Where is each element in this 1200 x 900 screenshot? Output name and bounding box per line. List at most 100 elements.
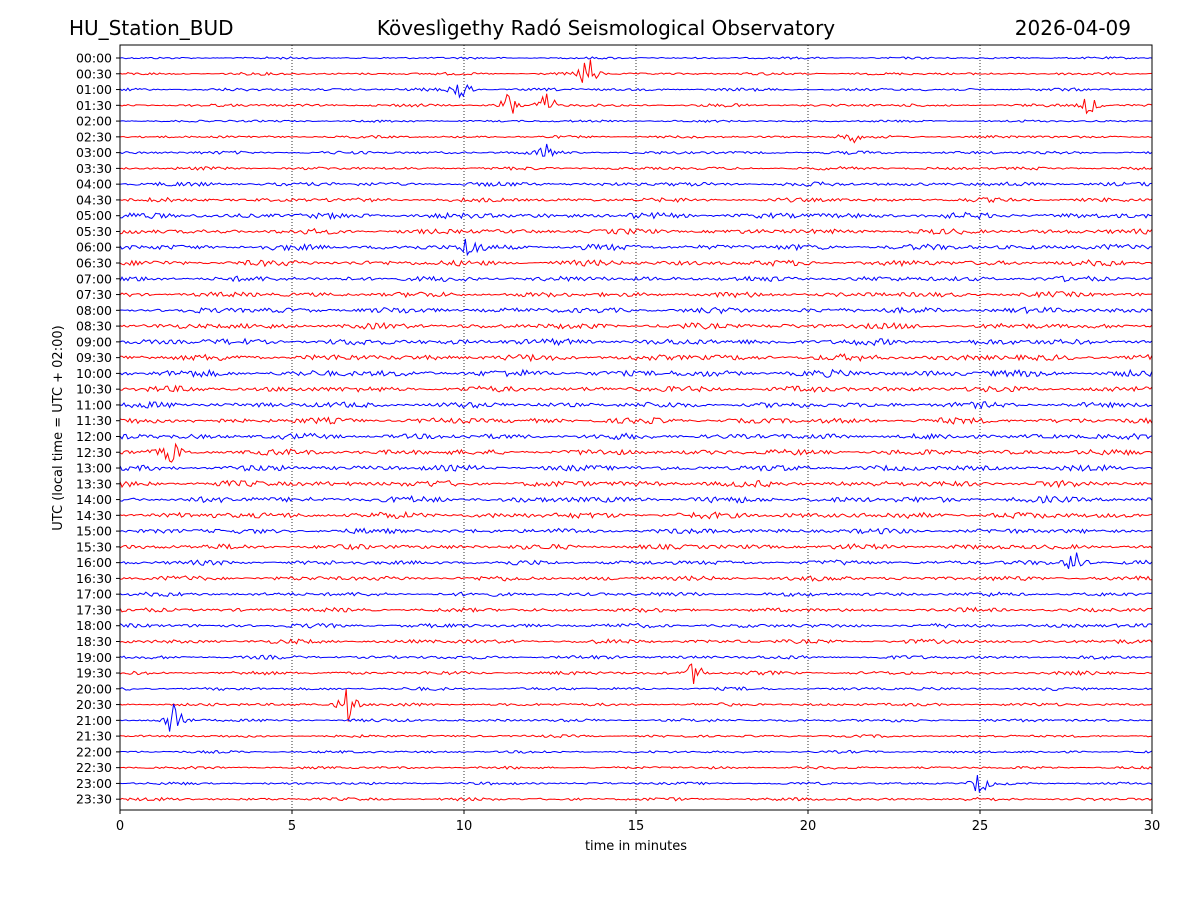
y-tick-label: 17:30 (76, 602, 112, 617)
trace-0000 (119, 56, 1153, 60)
y-tick-label: 00:00 (76, 51, 112, 66)
y-tick-label: 15:30 (76, 539, 112, 554)
y-tick-label: 20:30 (76, 697, 112, 712)
y-tick-label: 10:00 (76, 366, 112, 381)
y-tick-label: 09:00 (76, 334, 112, 349)
trace-0800 (119, 306, 1153, 315)
trace-0400 (119, 181, 1153, 188)
trace-2030 (119, 689, 1153, 722)
y-tick-label: 11:30 (76, 413, 112, 428)
x-tick-label: 15 (628, 819, 645, 834)
x-tick-label: 25 (972, 819, 989, 834)
trace-1530 (119, 543, 1153, 551)
trace-0930 (119, 353, 1153, 363)
trace-2330 (119, 796, 1153, 802)
y-tick-label: 18:00 (76, 618, 112, 633)
y-tick-label: 23:00 (76, 776, 112, 791)
trace-1500 (119, 527, 1153, 535)
trace-0530 (119, 227, 1153, 236)
y-tick-label: 07:00 (76, 271, 112, 286)
trace-1200 (119, 432, 1153, 441)
y-tick-label: 10:30 (76, 382, 112, 397)
y-tick-label: 02:00 (76, 114, 112, 129)
y-tick-label: 08:30 (76, 319, 112, 334)
y-axis: 00:0000:3001:0001:3002:0002:3003:0003:30… (76, 51, 120, 807)
trace-1930 (119, 663, 1152, 684)
y-tick-label: 05:30 (76, 224, 112, 239)
trace-0430 (119, 196, 1153, 204)
trace-2100 (119, 703, 1153, 732)
y-tick-label: 06:00 (76, 240, 112, 255)
trace-1100 (119, 400, 1153, 410)
trace-2130 (119, 734, 1153, 739)
trace-2000 (119, 686, 1153, 692)
y-tick-label: 03:00 (76, 145, 112, 160)
trace-1430 (119, 510, 1153, 520)
y-tick-label: 02:30 (76, 129, 112, 144)
grid-lines (291, 45, 981, 810)
trace-0330 (119, 165, 1153, 171)
trace-1630 (120, 575, 1152, 582)
y-tick-label: 01:30 (76, 98, 112, 113)
trace-1830 (119, 638, 1153, 645)
trace-1330 (119, 479, 1153, 489)
station-label: HU_Station_BUD (69, 16, 234, 40)
y-tick-label: 04:00 (76, 177, 112, 192)
y-tick-label: 21:30 (76, 729, 112, 744)
trace-1300 (119, 463, 1153, 472)
y-tick-label: 16:00 (76, 555, 112, 570)
trace-1130 (119, 416, 1153, 425)
y-tick-label: 06:30 (76, 256, 112, 271)
trace-1000 (119, 368, 1153, 378)
y-tick-label: 13:00 (76, 461, 112, 476)
chart-title: Köveslìgethy Radó Seismological Observat… (377, 16, 835, 40)
trace-0730 (119, 290, 1153, 299)
y-tick-label: 22:00 (76, 744, 112, 759)
trace-1030 (119, 384, 1153, 393)
x-tick-label: 30 (1144, 819, 1161, 834)
trace-0230 (119, 134, 1152, 144)
trace-0700 (119, 275, 1153, 283)
trace-0030 (119, 59, 1153, 83)
y-tick-label: 01:00 (76, 82, 112, 97)
y-axis-label: UTC (local time = UTC + 02:00) (51, 325, 66, 530)
trace-0600 (119, 238, 1153, 257)
trace-0830 (119, 321, 1153, 330)
trace-0630 (119, 259, 1153, 268)
y-tick-label: 12:30 (76, 445, 112, 460)
trace-1800 (119, 622, 1153, 629)
y-tick-label: 03:30 (76, 161, 112, 176)
y-tick-label: 19:30 (76, 666, 112, 681)
y-tick-label: 09:30 (76, 350, 112, 365)
y-tick-label: 21:00 (76, 713, 112, 728)
traces-group (119, 56, 1153, 802)
trace-0300 (119, 143, 1153, 158)
x-tick-label: 0 (116, 819, 124, 834)
y-tick-label: 04:30 (76, 192, 112, 207)
y-tick-label: 17:00 (76, 587, 112, 602)
x-tick-label: 20 (800, 819, 817, 834)
trace-0100 (119, 83, 1153, 99)
trace-1230 (119, 442, 1153, 463)
y-tick-label: 14:00 (76, 492, 112, 507)
trace-2300 (119, 775, 1153, 793)
y-tick-label: 05:00 (76, 208, 112, 223)
y-tick-label: 20:00 (76, 681, 112, 696)
x-tick-label: 5 (288, 819, 296, 834)
y-tick-label: 08:00 (76, 303, 112, 318)
y-tick-label: 16:30 (76, 571, 112, 586)
x-axis: 0 5 10 15 20 25 30 (116, 810, 1160, 834)
trace-1700 (119, 591, 1153, 598)
trace-0200 (119, 119, 1153, 124)
trace-1600 (119, 552, 1153, 569)
trace-0500 (119, 211, 1153, 221)
y-tick-label: 12:00 (76, 429, 112, 444)
x-axis-label: time in minutes (585, 839, 687, 854)
y-tick-label: 22:30 (76, 760, 112, 775)
trace-0900 (119, 337, 1153, 347)
trace-0130 (119, 93, 1153, 115)
y-tick-label: 00:30 (76, 66, 112, 81)
y-tick-label: 07:30 (76, 287, 112, 302)
y-tick-label: 15:00 (76, 524, 112, 539)
